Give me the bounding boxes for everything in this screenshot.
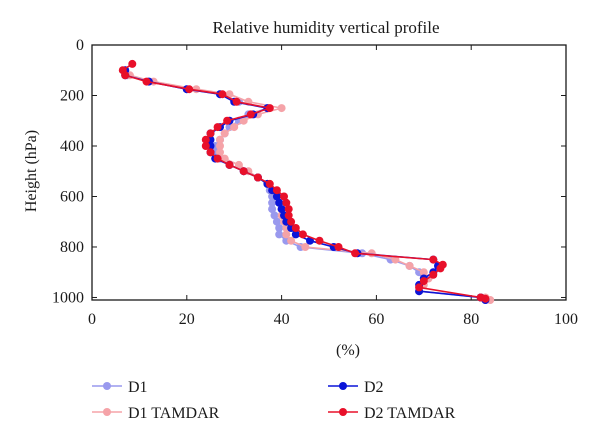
data-point: [268, 205, 277, 214]
data-point: [220, 129, 229, 138]
data-point: [216, 135, 224, 144]
y-tick-label: 600: [60, 188, 84, 205]
data-point: [391, 255, 400, 264]
legend-swatch-marker: [339, 382, 347, 390]
y-axis-ticks: 0 200 400 600 800 1000: [52, 37, 566, 306]
y-tick-label: 800: [60, 239, 84, 256]
data-point: [275, 224, 284, 232]
y-tick-label: 0: [76, 37, 84, 54]
data-point: [291, 230, 300, 239]
x-tick-label: 40: [274, 311, 290, 328]
data-point: [270, 211, 279, 220]
data-point: [239, 116, 248, 125]
data-point: [213, 154, 222, 163]
series-d2-tamdar: [118, 59, 490, 303]
plot-frame: [91, 44, 567, 301]
data-point: [280, 192, 288, 201]
data-point: [282, 230, 291, 239]
data-point: [206, 148, 215, 157]
data-point: [185, 85, 194, 94]
data-point: [298, 230, 307, 239]
x-tick-label: 60: [368, 311, 384, 328]
data-point: [234, 160, 243, 169]
data-point: [291, 224, 300, 232]
x-tick-label: 100: [554, 311, 578, 328]
data-point: [213, 123, 222, 132]
x-tick-label: 20: [179, 311, 195, 328]
data-point: [142, 77, 151, 86]
data-point: [239, 167, 248, 176]
y-tick-label: 1000: [52, 289, 84, 306]
data-point: [301, 243, 310, 251]
data-point: [216, 148, 224, 157]
data-point: [436, 264, 445, 273]
y-axis-label: Height (hPa): [23, 130, 40, 212]
legend: D1 D1 TAMDAR D2 D2 TAMDAR: [92, 379, 456, 422]
data-point: [277, 205, 286, 214]
data-point: [275, 230, 284, 239]
legend-item: D1 TAMDAR: [92, 405, 220, 422]
data-point: [277, 104, 286, 113]
data-point: [405, 261, 414, 270]
data-point: [265, 104, 274, 113]
data-point: [272, 217, 281, 226]
data-point: [351, 249, 360, 258]
data-point: [287, 217, 296, 226]
data-point: [287, 236, 296, 245]
data-point: [429, 270, 438, 279]
legend-swatch-marker: [103, 408, 111, 416]
data-point: [275, 198, 284, 207]
data-point: [272, 192, 281, 201]
data-point: [223, 116, 232, 125]
data-point: [246, 110, 255, 119]
data-point: [419, 277, 428, 286]
legend-item: D1: [92, 379, 148, 396]
data-point: [253, 173, 262, 182]
data-point: [230, 123, 239, 132]
data-point: [481, 294, 490, 303]
chart-title: Relative humidity vertical profile: [212, 18, 439, 37]
legend-label: D1 TAMDAR: [128, 405, 220, 422]
legend-label: D2 TAMDAR: [364, 405, 456, 422]
x-tick-label: 80: [463, 311, 479, 328]
data-point: [268, 198, 277, 207]
data-point: [201, 142, 210, 150]
legend-label: D1: [128, 379, 148, 396]
legend-item: D2: [328, 379, 384, 396]
data-point: [284, 211, 293, 220]
data-point: [367, 249, 376, 258]
data-point: [216, 142, 224, 150]
legend-item: D2 TAMDAR: [328, 405, 456, 422]
data-point: [265, 179, 274, 188]
data-point: [225, 160, 234, 169]
data-point: [206, 129, 215, 138]
x-tick-label: 0: [88, 311, 96, 328]
data-point: [284, 205, 293, 214]
data-point: [232, 97, 241, 106]
x-axis-label: (%): [336, 342, 360, 359]
legend-swatch-marker: [339, 408, 347, 416]
data-point: [415, 283, 424, 292]
y-tick-label: 200: [60, 87, 84, 104]
x-axis-ticks: 0 20 40 60 80 100: [88, 45, 578, 328]
data-point: [128, 59, 137, 68]
data-point: [334, 243, 343, 251]
data-point: [121, 71, 130, 80]
data-point: [282, 198, 291, 207]
series-layer: [118, 59, 495, 304]
legend-label: D2: [364, 379, 384, 396]
legend-swatch-marker: [103, 382, 111, 390]
data-point: [272, 186, 281, 195]
data-point: [315, 236, 324, 245]
data-point: [419, 268, 428, 277]
y-tick-label: 400: [60, 138, 84, 155]
data-point: [429, 255, 438, 264]
data-point: [218, 90, 227, 99]
data-point: [201, 135, 210, 144]
